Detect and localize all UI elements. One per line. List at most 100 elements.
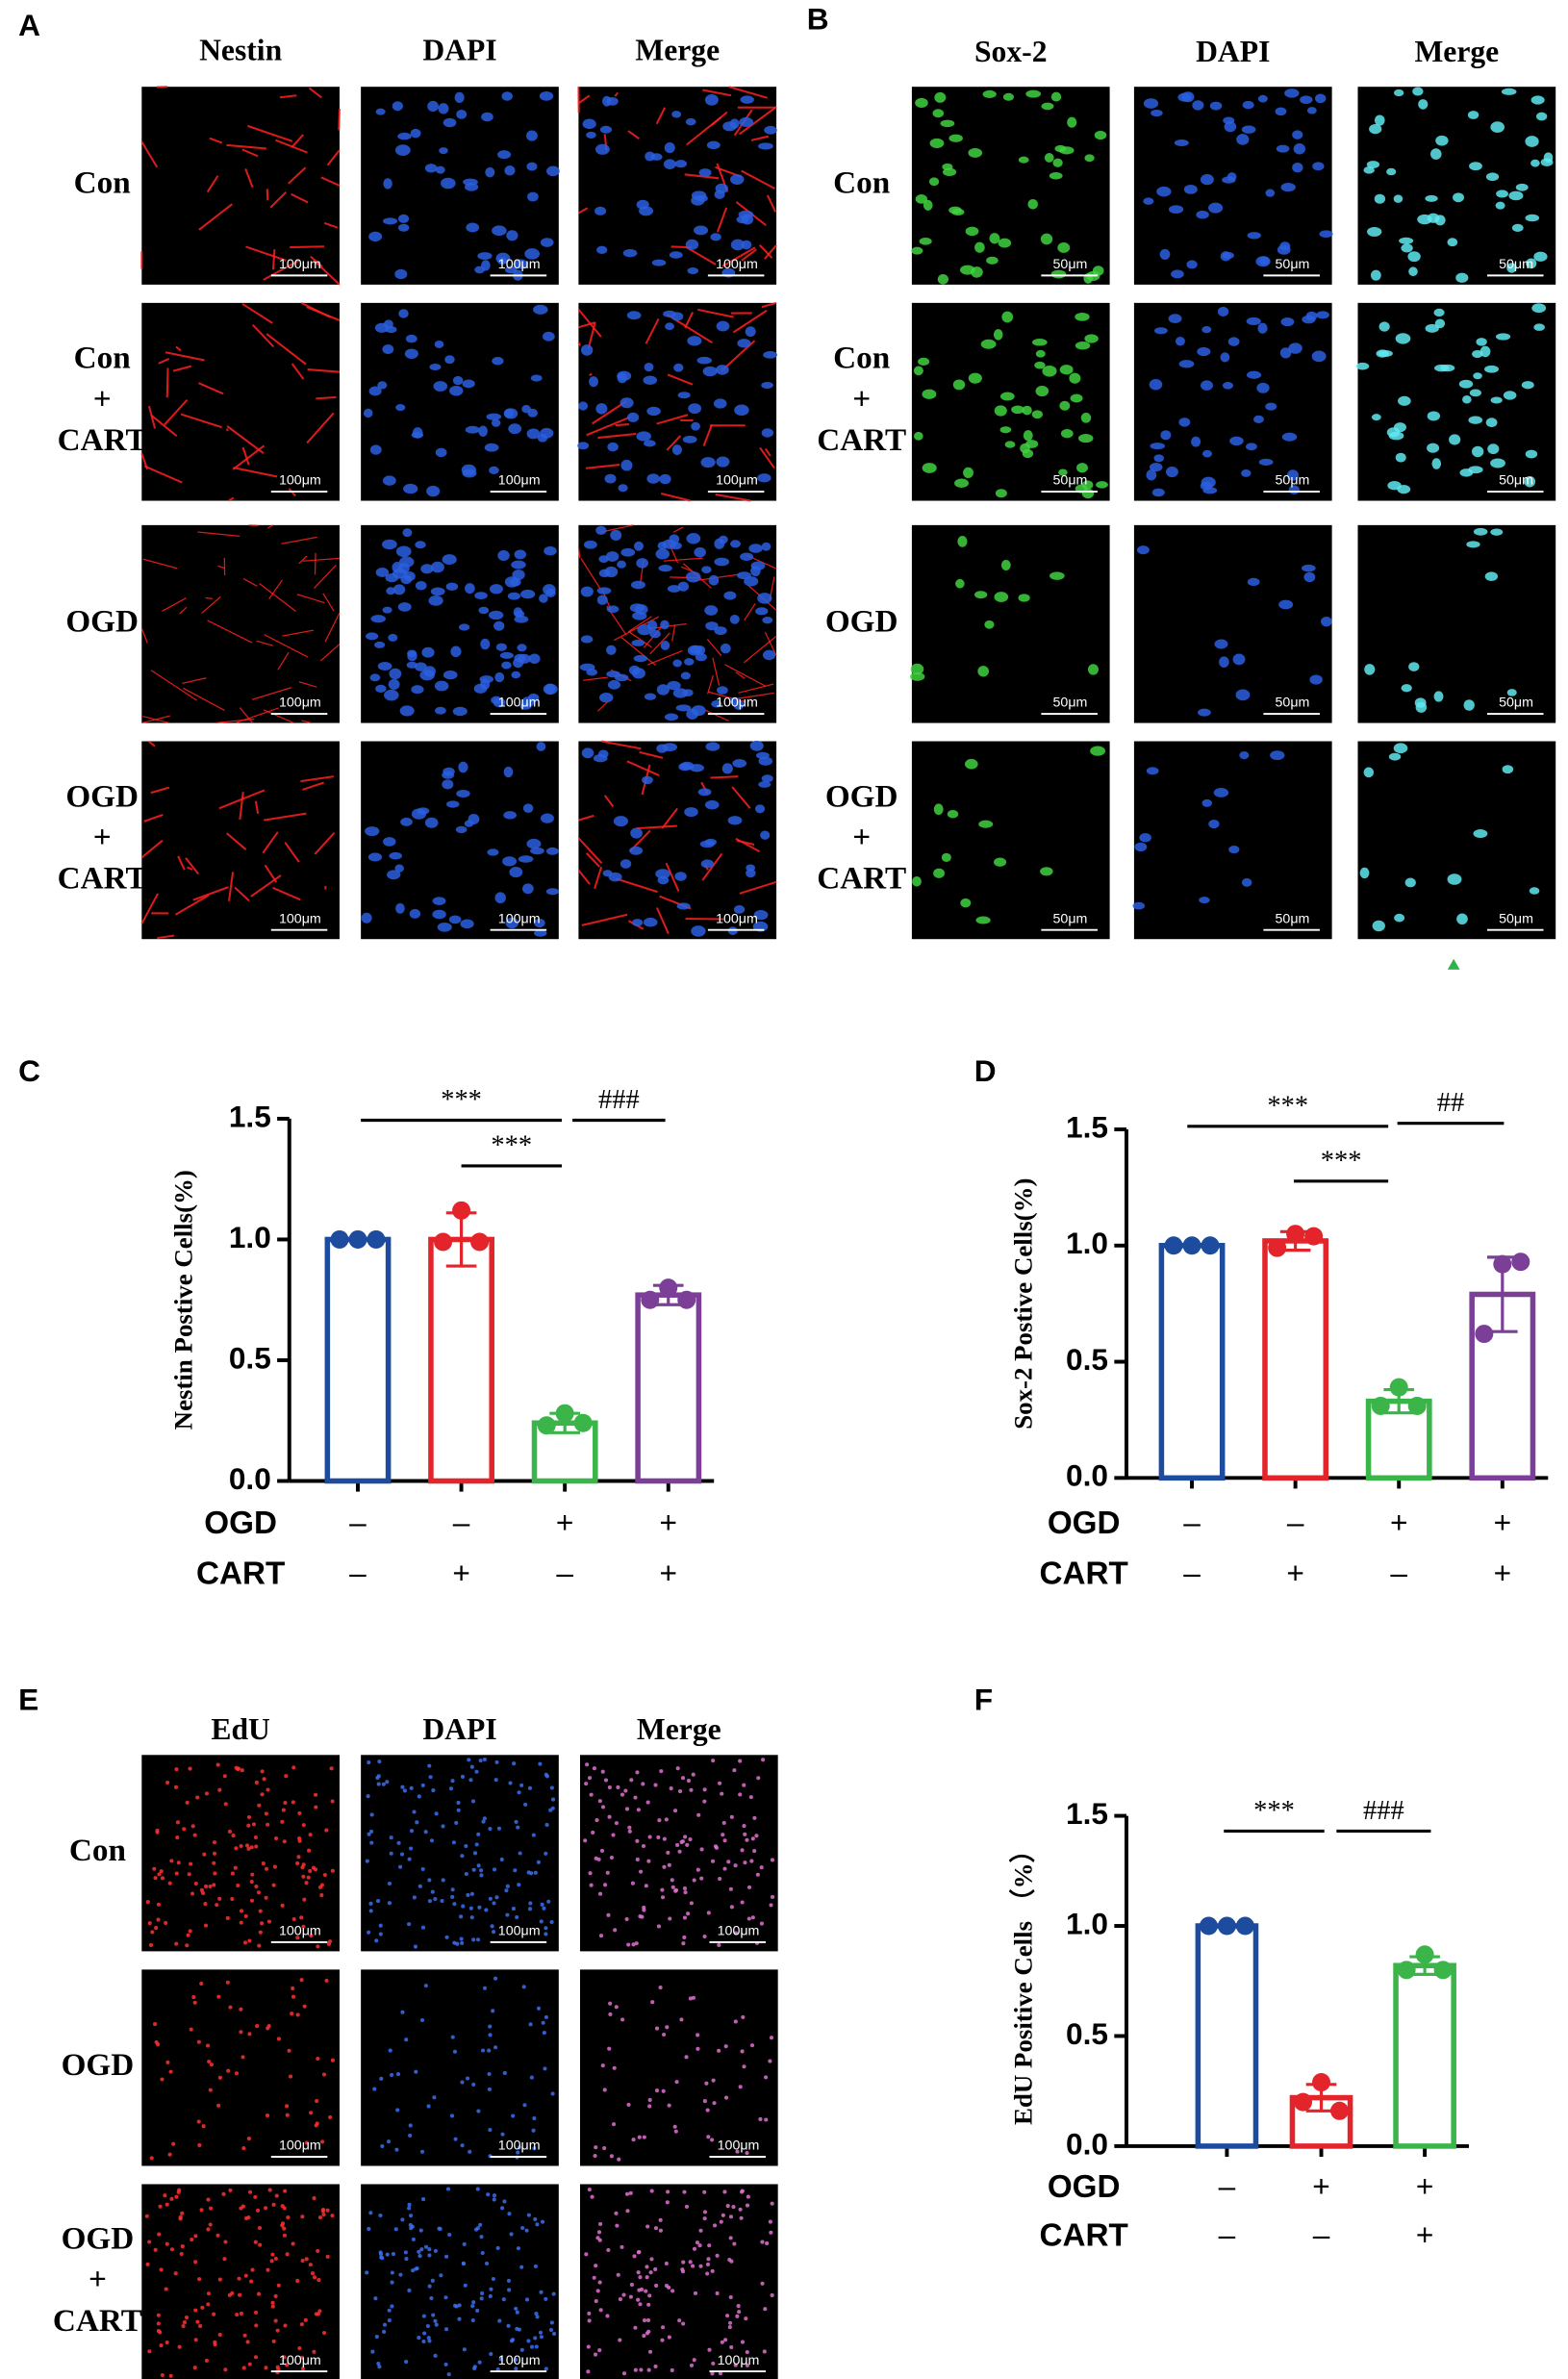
cell xyxy=(596,595,608,605)
cell xyxy=(398,309,409,318)
cell xyxy=(521,1985,526,1989)
fiber xyxy=(764,447,771,457)
cell xyxy=(308,2263,313,2267)
cell xyxy=(424,2244,429,2249)
cell xyxy=(952,379,966,391)
cell xyxy=(681,1941,686,1946)
cell xyxy=(377,661,392,671)
cell xyxy=(911,246,923,255)
fiber xyxy=(142,715,170,724)
cell xyxy=(488,1896,493,1901)
fiber xyxy=(143,465,183,484)
cell xyxy=(513,1868,518,1873)
cell xyxy=(427,100,439,113)
cell xyxy=(169,2196,174,2201)
cell xyxy=(244,1843,250,1848)
cell xyxy=(297,2345,302,2351)
scale-bar-label: 100μm xyxy=(498,1924,541,1939)
micrograph xyxy=(361,1969,559,2166)
cell xyxy=(424,817,439,828)
cell xyxy=(373,2296,378,2301)
cell xyxy=(330,1868,335,1873)
cell xyxy=(734,404,749,417)
cell xyxy=(955,578,965,589)
cell xyxy=(374,641,386,648)
micrograph-cells xyxy=(909,536,1099,681)
cell xyxy=(1227,172,1237,182)
cell xyxy=(1408,662,1420,671)
cell xyxy=(770,1858,775,1862)
micrograph-cells xyxy=(363,304,555,497)
cell xyxy=(291,1986,295,1991)
cell xyxy=(274,2193,279,2198)
fiber xyxy=(601,740,642,750)
cell xyxy=(276,2283,281,2288)
micrograph xyxy=(1133,524,1332,723)
cell xyxy=(1530,159,1540,167)
cell xyxy=(369,1812,374,1817)
cell xyxy=(922,463,937,473)
micrograph xyxy=(141,741,340,940)
cell xyxy=(240,2055,245,2060)
cell xyxy=(548,1808,553,1812)
cell xyxy=(375,108,386,115)
column-header: Merge xyxy=(635,34,720,67)
cell xyxy=(285,2113,290,2117)
cell xyxy=(156,1917,161,1922)
fiber xyxy=(300,775,335,783)
fiber xyxy=(628,631,652,648)
cell xyxy=(656,1835,661,1839)
cell xyxy=(1168,205,1184,215)
cell xyxy=(669,251,683,259)
cell xyxy=(662,1864,667,1869)
cell xyxy=(1293,143,1306,155)
cell xyxy=(1279,241,1291,251)
cell xyxy=(1060,429,1074,439)
cell xyxy=(246,1814,252,1820)
cell xyxy=(225,1980,230,1985)
micrograph xyxy=(1357,524,1556,723)
cell xyxy=(1228,846,1240,854)
cell xyxy=(222,1774,227,1779)
cell xyxy=(505,1912,510,1917)
cell xyxy=(482,1986,488,1990)
cell xyxy=(421,2339,426,2344)
fiber xyxy=(686,116,722,146)
y-tick-label: 0.0 xyxy=(1066,1458,1108,1493)
cell xyxy=(409,2226,414,2231)
cell xyxy=(614,673,629,682)
fiber xyxy=(577,342,582,346)
cell xyxy=(1246,443,1257,451)
cell xyxy=(645,1800,650,1805)
row-label: OGD xyxy=(62,2220,135,2256)
cell xyxy=(620,859,632,869)
cell xyxy=(389,1835,393,1840)
cell xyxy=(597,2348,602,2353)
data-point xyxy=(367,1229,386,1249)
cell xyxy=(1468,466,1483,474)
cell xyxy=(679,2017,684,2022)
cell xyxy=(217,2277,222,2282)
cell xyxy=(1001,311,1014,323)
micrograph-cells xyxy=(1363,87,1554,283)
cell xyxy=(174,1941,179,1946)
micrograph-cells xyxy=(1146,306,1329,497)
cell xyxy=(479,2235,484,2240)
cell xyxy=(500,2206,505,2211)
cell xyxy=(395,902,405,914)
cell xyxy=(644,1884,648,1888)
cell xyxy=(595,525,607,535)
cell xyxy=(518,855,534,863)
cell xyxy=(477,252,493,261)
cell xyxy=(684,807,698,818)
cell xyxy=(654,2088,660,2093)
fiber xyxy=(175,894,210,916)
fiber xyxy=(175,345,182,352)
cell xyxy=(496,1826,502,1831)
cell xyxy=(685,117,696,126)
cell xyxy=(739,116,754,127)
cell xyxy=(670,542,682,550)
fiber xyxy=(165,367,169,398)
cell xyxy=(762,2349,767,2354)
data-point xyxy=(470,1232,490,1252)
